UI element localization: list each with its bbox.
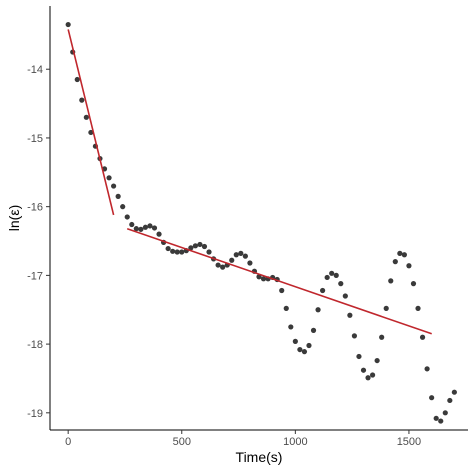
data-point	[297, 346, 303, 353]
axis-labels: Time(s) ln(ε)	[6, 205, 282, 465]
y-tick-label: -16	[27, 202, 43, 214]
data-point	[192, 243, 198, 249]
data-point	[106, 175, 112, 181]
data-point	[388, 278, 394, 284]
data-point	[306, 342, 312, 349]
data-point	[220, 264, 226, 270]
data-point	[142, 224, 149, 230]
data-point	[238, 250, 244, 256]
axes: 0 500 1000 1500 -14 -15 -16 -17 -18 -19	[27, 6, 468, 448]
data-point	[447, 397, 453, 404]
data-point	[379, 334, 385, 340]
data-point	[419, 334, 426, 340]
x-tick-label: 0	[65, 436, 71, 448]
x-tick-label: 1000	[283, 436, 307, 448]
data-point	[133, 226, 139, 232]
data-point	[120, 204, 126, 210]
data-point	[279, 287, 285, 294]
data-point	[147, 223, 153, 229]
data-point	[365, 375, 371, 381]
x-tick-label: 500	[173, 436, 191, 448]
data-point	[433, 415, 439, 421]
data-point	[315, 307, 321, 313]
y-axis-title: ln(ε)	[6, 205, 22, 231]
x-axis-title: Time(s)	[236, 449, 283, 465]
data-point	[215, 262, 221, 268]
data-point	[356, 353, 362, 360]
data-point	[369, 372, 376, 378]
data-point	[138, 226, 144, 232]
data-point	[360, 367, 367, 373]
data-point	[83, 114, 89, 120]
data-point	[129, 221, 135, 228]
y-tick-label: -18	[27, 339, 43, 351]
data-point	[410, 281, 417, 287]
data-point	[347, 312, 353, 318]
data-point	[415, 305, 421, 311]
data-point	[451, 389, 457, 395]
y-tick-label: -14	[27, 64, 43, 76]
data-point	[151, 225, 158, 231]
data-point	[342, 293, 348, 299]
data-point	[401, 252, 407, 258]
data-point	[320, 287, 326, 294]
x-tick-label: 1500	[397, 436, 421, 448]
data-point	[292, 338, 298, 344]
data-point	[392, 259, 398, 265]
data-point	[283, 305, 289, 311]
data-point	[79, 97, 85, 103]
data-point	[233, 252, 239, 258]
data-point	[179, 249, 185, 255]
data-point	[229, 257, 235, 263]
data-point	[301, 349, 308, 355]
y-tick-label: -15	[27, 133, 43, 145]
data-point	[383, 305, 389, 311]
y-tick-label: -17	[27, 270, 43, 282]
data-point	[406, 263, 412, 269]
data-point	[124, 214, 130, 220]
data-point	[260, 276, 267, 282]
data-point	[197, 241, 203, 248]
data-point	[156, 231, 162, 237]
y-tick-label: -19	[27, 408, 43, 420]
data-point	[374, 357, 380, 364]
data-point	[174, 249, 180, 255]
data-point	[242, 253, 248, 259]
data-point	[351, 333, 358, 339]
data-point	[88, 129, 94, 136]
data-point	[201, 243, 208, 250]
data-point	[247, 260, 253, 266]
data-point	[438, 418, 444, 424]
data-point	[397, 250, 403, 256]
data-point	[324, 274, 330, 281]
fit-line	[67, 29, 115, 216]
data-point	[442, 410, 448, 416]
data-point	[188, 245, 194, 251]
data-point	[111, 183, 117, 189]
data-point	[288, 324, 294, 330]
data-point	[424, 366, 430, 372]
fit-line	[126, 227, 432, 335]
data-point	[310, 327, 317, 333]
data-point	[74, 76, 80, 83]
data-point	[333, 272, 339, 278]
plot-marks	[65, 21, 457, 424]
data-point	[206, 249, 212, 255]
data-point	[165, 245, 171, 252]
data-point	[338, 281, 344, 287]
data-point	[329, 270, 335, 276]
data-point	[170, 248, 176, 254]
data-point	[429, 395, 435, 401]
data-point	[115, 193, 121, 199]
data-point	[65, 21, 71, 28]
